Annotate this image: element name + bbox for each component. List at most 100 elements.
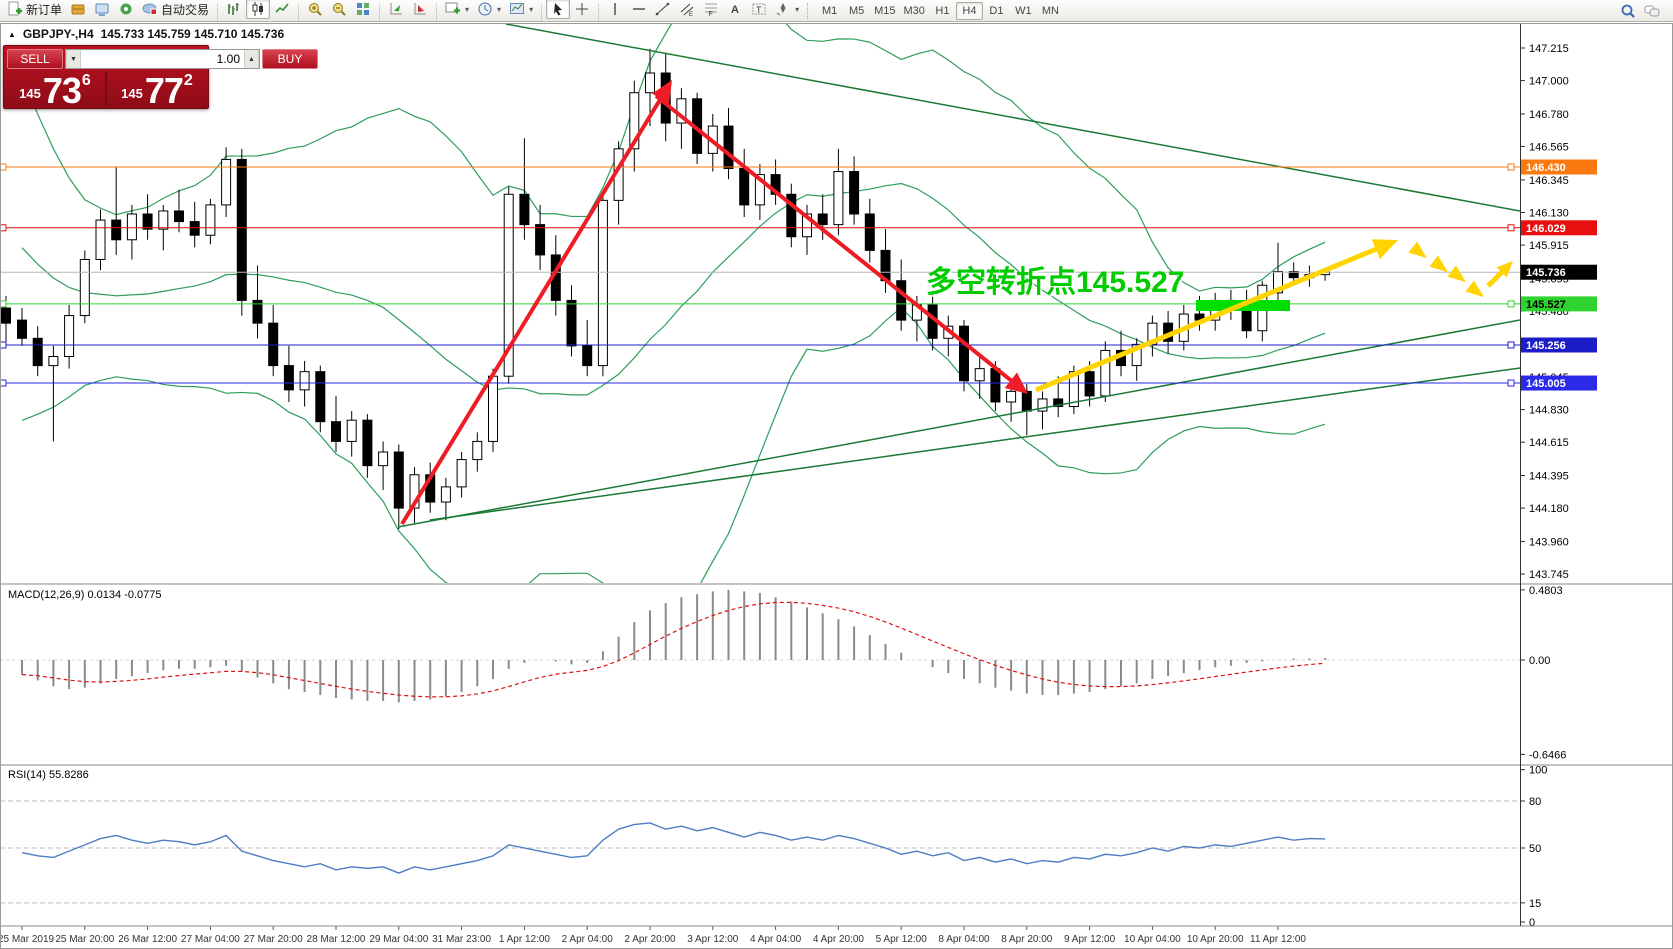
timeframe-m1-button[interactable]: M1	[816, 2, 843, 20]
svg-text:28 Mar 12:00: 28 Mar 12:00	[307, 934, 366, 945]
shapes-button[interactable]: ▾	[771, 0, 803, 19]
svg-text:10 Apr 20:00: 10 Apr 20:00	[1187, 934, 1244, 945]
svg-text:146.345: 146.345	[1529, 175, 1569, 187]
toolbar-left: 新订单 自动交易 ▾ ▾ ▾ E F A T ▾	[3, 0, 803, 22]
one-click-trading-panel: SELL ▼ ▲ BUY 145 73 6 145 77 2	[3, 45, 318, 111]
svg-text:145.527: 145.527	[1526, 299, 1566, 311]
svg-text:147.215: 147.215	[1529, 43, 1569, 55]
svg-text:1 Apr 12:00: 1 Apr 12:00	[499, 934, 551, 945]
svg-text:25 Mar 20:00: 25 Mar 20:00	[55, 934, 114, 945]
toolbar: 新订单 自动交易 ▾ ▾ ▾ E F A T ▾ M1 M5 M15 M30 H1 H4 D1 W1 MN	[0, 0, 1673, 22]
timeframe-h4-button[interactable]: H4	[955, 2, 983, 20]
timeframe-m15-button[interactable]: M15	[870, 2, 899, 20]
symbol-ohlc-values: 145.733 145.759 145.710 145.736	[100, 27, 285, 41]
screen-button[interactable]	[90, 0, 114, 19]
clock-button[interactable]: ▾	[473, 0, 505, 19]
new-order-label: 新订单	[26, 2, 63, 17]
toolbar-separator	[598, 4, 600, 21]
fibo-button[interactable]: F	[699, 0, 723, 19]
buy-price[interactable]: 145 77 2	[105, 70, 207, 111]
svg-text:50: 50	[1529, 843, 1541, 855]
svg-text:0.00: 0.00	[1529, 655, 1550, 667]
svg-text:143.745: 143.745	[1529, 569, 1569, 581]
svg-text:-0.6466: -0.6466	[1529, 749, 1566, 761]
buy-price-big: 77	[144, 70, 184, 111]
quote-prices: 145 73 6 145 77 2	[5, 70, 207, 111]
dropdown-arrow-icon[interactable]: ▾	[465, 4, 470, 14]
cursor-button[interactable]	[546, 0, 571, 19]
svg-text:RSI(14) 55.8286: RSI(14) 55.8286	[8, 769, 89, 781]
svg-text:F: F	[709, 11, 713, 17]
volume-increase-button[interactable]: ▲	[244, 50, 259, 68]
dropdown-arrow-icon[interactable]: ▾	[529, 4, 534, 14]
text-label-button[interactable]: T	[747, 0, 771, 19]
svg-text:146.430: 146.430	[1526, 162, 1566, 174]
sell-price[interactable]: 145 73 6	[5, 70, 105, 111]
shift-red-button[interactable]	[408, 0, 432, 19]
svg-text:100: 100	[1529, 765, 1547, 777]
volume-input[interactable]	[81, 50, 244, 68]
buy-button[interactable]: BUY	[262, 49, 318, 69]
signal-button[interactable]	[114, 0, 138, 19]
autotrading-button[interactable]: 自动交易	[138, 0, 213, 19]
timeframe-mn-button[interactable]: MN	[1037, 2, 1064, 20]
toolbar-separator	[298, 4, 300, 21]
svg-text:146.565: 146.565	[1529, 142, 1569, 154]
svg-text:0.4803: 0.4803	[1529, 585, 1563, 597]
svg-text:0: 0	[1529, 917, 1535, 929]
sell-button[interactable]: SELL	[7, 49, 63, 69]
new-order-button[interactable]: 新订单	[3, 0, 66, 19]
search-icon[interactable]	[1616, 1, 1640, 21]
timeframe-w1-button[interactable]: W1	[1010, 2, 1037, 20]
svg-text:144.180: 144.180	[1529, 503, 1569, 515]
svg-text:3 Apr 12:00: 3 Apr 12:00	[687, 934, 739, 945]
autotrading-label: 自动交易	[161, 2, 210, 17]
timeframe-d1-button[interactable]: D1	[983, 2, 1010, 20]
collapse-panel-icon[interactable]: ▲	[8, 29, 16, 39]
linechart-button[interactable]	[270, 0, 294, 19]
dropdown-arrow-icon[interactable]: ▾	[497, 4, 502, 14]
toolbar-separator	[379, 4, 381, 21]
hline-button[interactable]	[627, 0, 651, 19]
sell-price-big: 73	[42, 70, 82, 111]
timeframe-m5-button[interactable]: M5	[843, 2, 870, 20]
toolbar-separator	[541, 4, 543, 21]
chat-icon[interactable]	[1640, 1, 1664, 21]
svg-text:146.780: 146.780	[1529, 109, 1569, 121]
template-button[interactable]: ▾	[505, 0, 537, 19]
add-indicator-button[interactable]: ▾	[441, 0, 473, 19]
svg-text:25 Mar 2019: 25 Mar 2019	[0, 934, 55, 945]
zoom-in-button[interactable]	[303, 0, 327, 19]
crosshair-button[interactable]	[570, 0, 594, 19]
svg-text:144.615: 144.615	[1529, 437, 1569, 449]
vline-button[interactable]	[603, 0, 627, 19]
svg-text:11 Apr 12:00: 11 Apr 12:00	[1250, 934, 1306, 945]
dropdown-arrow-icon[interactable]: ▾	[795, 4, 800, 14]
svg-text:2 Apr 20:00: 2 Apr 20:00	[624, 934, 676, 945]
bars-button[interactable]	[222, 0, 246, 19]
timeframe-h1-button[interactable]: H1	[929, 2, 956, 20]
svg-text:A: A	[731, 4, 739, 16]
svg-text:4 Apr 20:00: 4 Apr 20:00	[813, 934, 865, 945]
svg-text:5 Apr 12:00: 5 Apr 12:00	[876, 934, 928, 945]
buy-price-prefix: 145	[121, 86, 143, 101]
svg-text:145.005: 145.005	[1526, 378, 1566, 390]
svg-text:8 Apr 20:00: 8 Apr 20:00	[1001, 934, 1053, 945]
trendline-button[interactable]	[651, 0, 675, 19]
svg-text:26 Mar 12:00: 26 Mar 12:00	[118, 934, 177, 945]
channel-button[interactable]: E	[675, 0, 699, 19]
volume-decrease-button[interactable]: ▼	[66, 50, 81, 68]
svg-text:15: 15	[1529, 898, 1541, 910]
text-a-button[interactable]: A	[723, 0, 747, 19]
zoom-out-button[interactable]	[327, 0, 351, 19]
toolbar-separator	[436, 4, 438, 21]
timeframe-m30-button[interactable]: M30	[900, 2, 929, 20]
wallet-button[interactable]	[66, 0, 90, 19]
svg-text:80: 80	[1529, 796, 1541, 808]
candles-button[interactable]	[246, 0, 271, 19]
tiles-button[interactable]	[351, 0, 375, 19]
svg-text:145.736: 145.736	[1526, 267, 1566, 279]
shift-green-button[interactable]	[384, 0, 408, 19]
svg-text:4 Apr 04:00: 4 Apr 04:00	[750, 934, 802, 945]
